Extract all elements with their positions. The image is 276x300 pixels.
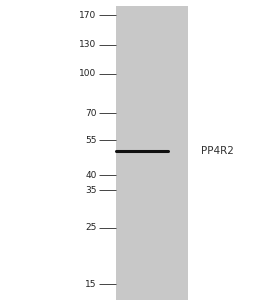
Text: 100: 100	[79, 70, 97, 79]
Text: 170: 170	[79, 11, 97, 20]
Text: 70: 70	[85, 109, 97, 118]
Text: 15: 15	[85, 280, 97, 289]
Text: 130: 130	[79, 40, 97, 50]
Bar	[116, 6, 188, 300]
Text: 35: 35	[85, 186, 97, 195]
Text: 25: 25	[85, 223, 97, 232]
Text: 40: 40	[85, 171, 97, 180]
Text: PP4R2: PP4R2	[201, 146, 234, 156]
Text: 55: 55	[85, 136, 97, 145]
